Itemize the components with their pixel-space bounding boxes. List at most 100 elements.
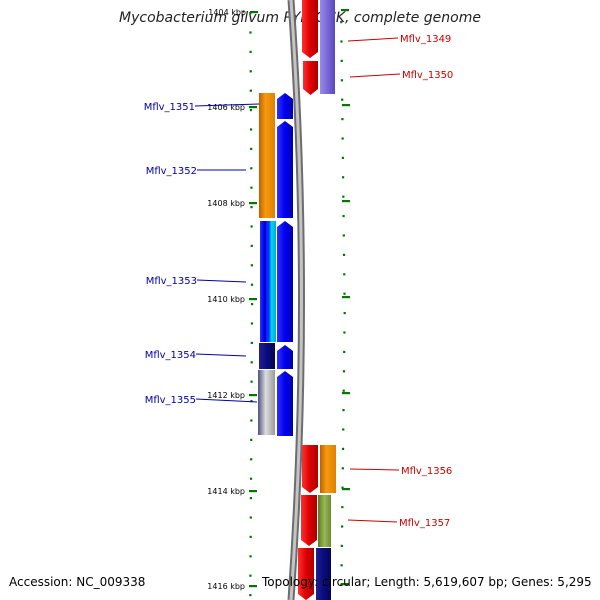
ruler-dot-left [250,244,253,247]
map-title: Mycobacterium gilvum PYR-GCK, complete g… [119,10,481,26]
major-tick-right [341,583,349,586]
gene-block [320,0,335,94]
gene-block [259,343,275,369]
tick-label: 1410 kbp [207,295,245,304]
ruler-dot-left [250,361,253,364]
topology-text: Topology: circular; [262,575,371,589]
ruler-dot-left [250,419,253,422]
gene-block [316,548,331,600]
ruler-dot-right [340,40,343,43]
ruler-dot-left [250,147,253,150]
ruler-dot-right [342,370,346,373]
gene-block [318,495,331,547]
ruler-dot-left [249,70,252,73]
ruler-dot-right [340,21,343,24]
ruler-dot-right [341,467,344,470]
ruler-dot-left [250,341,253,344]
gene-label: Mflv_1355 [145,395,196,406]
ruler-dot-left [250,225,253,228]
gene-leader-line [196,279,247,283]
ruler-dot-right [341,98,344,101]
gene-leader-line [349,73,401,78]
gene-label: Mflv_1354 [145,350,196,361]
ruler-dot-left [249,555,252,558]
ruler-dot-right [341,156,344,159]
gene-leader-line [349,468,400,471]
gene-label: Mflv_1352 [146,166,197,177]
ruler-dot-right [341,118,344,121]
ruler-dot-right [341,137,344,140]
ruler-dot-right [342,215,345,218]
gene-label: Mflv_1353 [146,276,197,287]
ruler-dot-right [343,273,346,276]
orf-arrow-forward [277,221,293,342]
ruler-dot-right [341,525,344,528]
gene-block [320,445,336,493]
ruler-dot-right [340,544,343,547]
tick-label: 1416 kbp [207,582,245,591]
backbone-arc-highlight [289,0,303,600]
ruler-dot-left [249,594,252,597]
ruler-dot-left [250,438,253,441]
ruler-dot-right [343,331,346,334]
tick-label: 1406 kbp [207,103,245,112]
gene-label: Mflv_1356 [401,466,452,477]
ruler-dot-left [250,167,253,170]
gene-block [266,221,276,342]
tick-label: 1404 kbp [208,8,246,17]
major-tick-left [249,394,257,397]
major-tick-right [342,488,350,491]
ruler-dot-left [250,400,253,403]
ruler-dot-right [341,506,344,509]
ruler-dot-left [249,535,252,538]
ruler-dot-left [250,186,253,189]
ruler-dot-left [250,458,253,461]
major-tick-left [249,490,257,493]
ruler-dot-right [342,176,345,179]
gene-count-text: Genes: 5,295 [511,575,592,589]
major-tick-left [250,11,258,14]
major-tick-right [342,104,350,107]
ruler-dot-left [249,128,253,131]
ruler-dot-left [250,264,253,267]
ruler-dot-left [249,109,253,112]
major-tick-left [249,585,257,588]
ruler-dot-right [340,79,344,82]
length-text: Length: 5,619,607 bp; [374,575,508,589]
orf-arrow-forward [277,345,293,369]
orf-arrow-reverse [302,0,318,58]
ruler-dot-left [250,206,253,209]
ruler-dot-left [250,322,254,325]
gene-leader-line [195,353,247,357]
ruler-dot-left [249,497,253,500]
ruler-dot-left [249,50,252,53]
ruler-dot-right [342,253,346,256]
gene-label: Mflv_1349 [400,34,451,45]
gene-leader-line [194,103,260,107]
ruler-dot-left [249,574,252,577]
tick-label: 1414 kbp [207,487,245,496]
ruler-dot-left [250,303,254,306]
ruler-dot-right [343,350,346,353]
orf-arrow-reverse [301,495,317,546]
gene-label: Mflv_1351 [144,102,195,113]
orf-arrow-forward [277,121,293,218]
tick-label: 1408 kbp [207,199,245,208]
ruler-dot-left [249,31,252,34]
orf-arrow-reverse [298,548,314,600]
orf-arrow-forward [277,371,293,436]
ruler-dot-left [249,516,252,519]
gene-leader-line [195,398,258,403]
gene-block [260,221,268,342]
gene-leader-line [347,37,399,42]
gene-block [259,93,275,218]
major-tick-right [342,392,350,395]
major-tick-right [341,9,349,12]
ruler-dot-right [342,389,345,392]
ruler-dot-right [342,234,345,237]
gene-block [258,370,275,435]
ruler-dot-right [342,195,345,198]
ruler-dot-left [250,380,253,383]
major-tick-right [342,296,350,299]
